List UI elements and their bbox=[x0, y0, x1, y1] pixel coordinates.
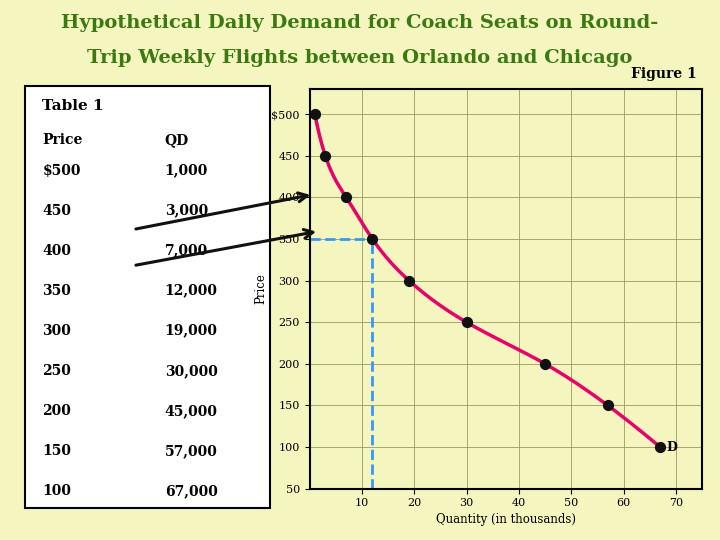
Text: 100: 100 bbox=[42, 484, 71, 498]
Text: QD: QD bbox=[165, 133, 189, 147]
X-axis label: Quantity (in thousands): Quantity (in thousands) bbox=[436, 512, 576, 525]
Text: 400: 400 bbox=[42, 244, 71, 258]
FancyBboxPatch shape bbox=[25, 86, 270, 508]
Text: 150: 150 bbox=[42, 444, 71, 458]
Point bbox=[403, 276, 415, 285]
Text: 300: 300 bbox=[42, 323, 71, 338]
Text: 200: 200 bbox=[42, 404, 71, 418]
Text: Trip Weekly Flights between Orlando and Chicago: Trip Weekly Flights between Orlando and … bbox=[87, 49, 633, 66]
Text: 250: 250 bbox=[42, 364, 71, 377]
Text: 1,000: 1,000 bbox=[165, 164, 208, 178]
Point bbox=[461, 318, 472, 327]
Point bbox=[309, 110, 320, 118]
Text: Price: Price bbox=[42, 133, 83, 147]
Text: Figure 1: Figure 1 bbox=[631, 67, 697, 81]
Text: 19,000: 19,000 bbox=[165, 323, 217, 338]
Text: 57,000: 57,000 bbox=[165, 444, 217, 458]
Point bbox=[366, 235, 378, 244]
Point bbox=[654, 443, 666, 451]
Text: 45,000: 45,000 bbox=[165, 404, 217, 418]
Point bbox=[320, 151, 331, 160]
Point bbox=[341, 193, 352, 201]
Y-axis label: Price: Price bbox=[254, 273, 267, 305]
Text: Hypothetical Daily Demand for Coach Seats on Round-: Hypothetical Daily Demand for Coach Seat… bbox=[61, 14, 659, 31]
Text: 3,000: 3,000 bbox=[165, 204, 208, 218]
Text: 450: 450 bbox=[42, 204, 71, 218]
Text: Table 1: Table 1 bbox=[42, 99, 104, 113]
Text: 350: 350 bbox=[42, 284, 71, 298]
Text: 30,000: 30,000 bbox=[165, 364, 217, 377]
Text: $500: $500 bbox=[42, 164, 81, 178]
Text: 12,000: 12,000 bbox=[165, 284, 217, 298]
Text: 7,000: 7,000 bbox=[165, 244, 208, 258]
Point bbox=[602, 401, 613, 410]
Text: D: D bbox=[667, 441, 678, 454]
Text: 67,000: 67,000 bbox=[165, 484, 217, 498]
Point bbox=[539, 360, 551, 368]
